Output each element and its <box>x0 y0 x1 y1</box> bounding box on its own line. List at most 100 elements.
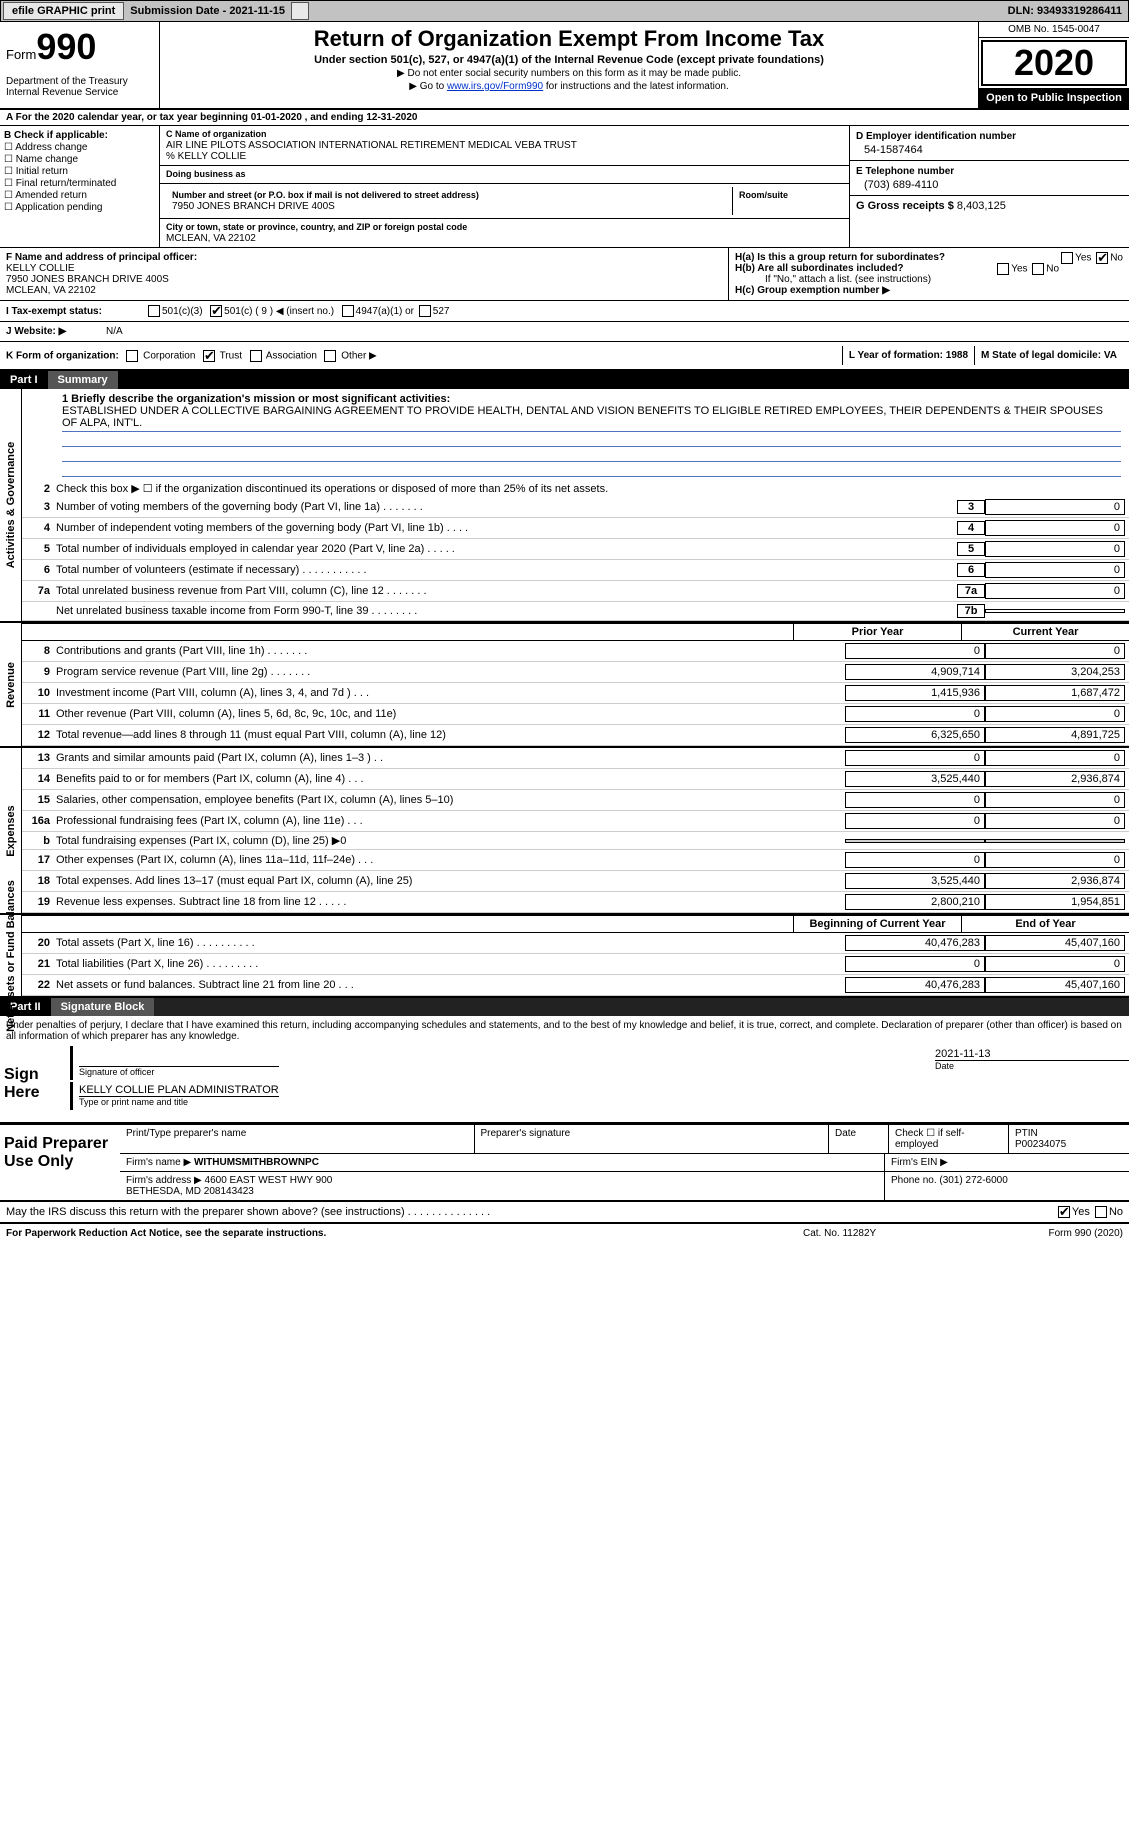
chk-name-change[interactable]: ☐ Name change <box>4 154 155 165</box>
room-label: Room/suite <box>739 190 788 200</box>
dba-label: Doing business as <box>166 169 246 179</box>
form-title: Return of Organization Exempt From Incom… <box>168 26 970 52</box>
open-inspection: Open to Public Inspection <box>979 88 1129 108</box>
side-net: Net Assets or Fund Balances <box>0 915 22 996</box>
line-20: 20Total assets (Part X, line 16) . . . .… <box>22 933 1129 954</box>
ein-label: D Employer identification number <box>856 131 1016 142</box>
row-fh: F Name and address of principal officer:… <box>0 248 1129 301</box>
part1-bar: Part ISummary <box>0 371 1129 389</box>
row-a-tax-year: A For the 2020 calendar year, or tax yea… <box>0 110 1129 126</box>
prep-addr: Firm's address ▶ 4600 EAST WEST HWY 900 … <box>120 1172 885 1200</box>
phone-value: (703) 689-4110 <box>856 177 1123 191</box>
k-corp[interactable] <box>126 350 138 362</box>
block-bcde: B Check if applicable: ☐ Address change … <box>0 126 1129 248</box>
chk-final-return[interactable]: ☐ Final return/terminated <box>4 178 155 189</box>
summary-exp: Expenses 13Grants and similar amounts pa… <box>0 748 1129 915</box>
ha-yes[interactable] <box>1061 252 1073 264</box>
gov-line-7a: 7aTotal unrelated business revenue from … <box>22 581 1129 602</box>
discuss-row: May the IRS discuss this return with the… <box>0 1202 1129 1224</box>
footer-right: Form 990 (2020) <box>963 1228 1123 1239</box>
street-label: Number and street (or P.O. box if mail i… <box>172 190 479 200</box>
street-value: 7950 JONES BRANCH DRIVE 400S <box>172 201 335 212</box>
city-label: City or town, state or province, country… <box>166 222 467 232</box>
section-f: F Name and address of principal officer:… <box>0 248 729 300</box>
sig-date: 2021-11-13 <box>935 1048 1123 1060</box>
line-15: 15Salaries, other compensation, employee… <box>22 790 1129 811</box>
line-14: 14Benefits paid to or for members (Part … <box>22 769 1129 790</box>
chk-initial-return[interactable]: ☐ Initial return <box>4 166 155 177</box>
sig-declaration: Under penalties of perjury, I declare th… <box>0 1016 1129 1046</box>
col-header-net: Beginning of Current Year End of Year <box>22 915 1129 933</box>
summary-gov: Activities & Governance 1 Briefly descri… <box>0 389 1129 623</box>
chk-app-pending[interactable]: ☐ Application pending <box>4 202 155 213</box>
row-m-state: M State of legal domicile: VA <box>974 346 1123 365</box>
line-17: 17Other expenses (Part IX, column (A), l… <box>22 850 1129 871</box>
prep-ptin: PTINP00234075 <box>1009 1125 1129 1153</box>
header-right: OMB No. 1545-0047 2020 Open to Public In… <box>979 22 1129 108</box>
discuss-yes[interactable] <box>1058 1206 1070 1218</box>
chk-address-change[interactable]: ☐ Address change <box>4 142 155 153</box>
side-rev: Revenue <box>0 623 22 746</box>
header-left: Form990 Department of the Treasury Inter… <box>0 22 160 108</box>
hb-no[interactable] <box>1032 263 1044 275</box>
line-13: 13Grants and similar amounts paid (Part … <box>22 748 1129 769</box>
prep-ein: Firm's EIN ▶ <box>885 1154 1129 1171</box>
row-j-website: J Website: ▶ N/A <box>0 322 1129 342</box>
paid-preparer-label: Paid Preparer Use Only <box>0 1125 120 1200</box>
header-middle: Return of Organization Exempt From Incom… <box>160 22 979 108</box>
irs-link[interactable]: www.irs.gov/Form990 <box>447 81 543 92</box>
line-19: 19Revenue less expenses. Subtract line 1… <box>22 892 1129 913</box>
tax-year: 2020 <box>981 40 1127 86</box>
dropdown-button[interactable] <box>291 2 309 20</box>
k-assoc[interactable] <box>250 350 262 362</box>
prep-firm: Firm's name ▶ WITHUMSMITHBROWNPC <box>120 1154 885 1171</box>
line-12: 12Total revenue—add lines 8 through 11 (… <box>22 725 1129 746</box>
i-501c[interactable] <box>210 305 222 317</box>
line-18: 18Total expenses. Add lines 13–17 (must … <box>22 871 1129 892</box>
i-527[interactable] <box>419 305 431 317</box>
sig-name: KELLY COLLIE PLAN ADMINISTRATOR <box>79 1084 1123 1096</box>
ein-value: 54-1587464 <box>856 142 1123 156</box>
row-k-form-org: K Form of organization: Corporation Trus… <box>0 342 1129 371</box>
i-4947[interactable] <box>342 305 354 317</box>
gov-line-3: 3Number of voting members of the governi… <box>22 497 1129 518</box>
line1-mission: 1 Briefly describe the organization's mi… <box>22 389 1129 480</box>
prep-h2: Preparer's signature <box>475 1125 830 1153</box>
phone-label: E Telephone number <box>856 166 954 177</box>
ha-no[interactable] <box>1096 252 1108 264</box>
line-b: bTotal fundraising expenses (Part IX, co… <box>22 832 1129 850</box>
org-name: AIR LINE PILOTS ASSOCIATION INTERNATIONA… <box>166 140 577 162</box>
line-8: 8Contributions and grants (Part VIII, li… <box>22 641 1129 662</box>
sig-name-cap: Type or print name and title <box>79 1096 279 1107</box>
efile-graphic-button[interactable]: efile GRAPHIC print <box>3 2 124 20</box>
section-c: C Name of organization AIR LINE PILOTS A… <box>160 126 849 247</box>
prep-h3: Date <box>829 1125 889 1153</box>
dln-label: DLN: 93493319286411 <box>1008 5 1128 17</box>
col-header-rev: Prior Year Current Year <box>22 623 1129 641</box>
sign-here-label: Sign Here <box>0 1046 70 1122</box>
chk-amended[interactable]: ☐ Amended return <box>4 190 155 201</box>
sign-here-block: Sign Here Signature of officer 2021-11-1… <box>0 1046 1129 1124</box>
paid-preparer-block: Paid Preparer Use Only Print/Type prepar… <box>0 1124 1129 1202</box>
line-21: 21Total liabilities (Part X, line 26) . … <box>22 954 1129 975</box>
submission-date-label: Submission Date - 2021-11-15 <box>126 5 289 17</box>
prep-h1: Print/Type preparer's name <box>120 1125 475 1153</box>
omb-number: OMB No. 1545-0047 <box>979 22 1129 38</box>
side-gov: Activities & Governance <box>0 389 22 621</box>
line-22: 22Net assets or fund balances. Subtract … <box>22 975 1129 996</box>
sig-date-cap: Date <box>935 1060 1129 1071</box>
summary-net: Net Assets or Fund Balances Beginning of… <box>0 915 1129 998</box>
discuss-no[interactable] <box>1095 1206 1107 1218</box>
row-l-year: L Year of formation: 1988 <box>842 346 974 365</box>
line-9: 9Program service revenue (Part VIII, lin… <box>22 662 1129 683</box>
hb-yes[interactable] <box>997 263 1009 275</box>
i-501c3[interactable] <box>148 305 160 317</box>
gov-line-4: 4Number of independent voting members of… <box>22 518 1129 539</box>
k-trust[interactable] <box>203 350 215 362</box>
gov-line-5: 5Total number of individuals employed in… <box>22 539 1129 560</box>
prep-phone: Phone no. (301) 272-6000 <box>885 1172 1129 1200</box>
line-11: 11Other revenue (Part VIII, column (A), … <box>22 704 1129 725</box>
k-other[interactable] <box>324 350 336 362</box>
section-de: D Employer identification number 54-1587… <box>849 126 1129 247</box>
form-subtitle: Under section 501(c), 527, or 4947(a)(1)… <box>168 54 970 66</box>
